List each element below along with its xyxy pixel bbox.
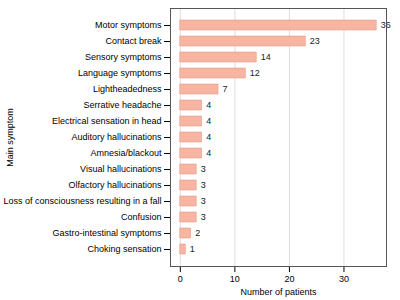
svg-text:4: 4 bbox=[206, 100, 211, 110]
svg-text:30: 30 bbox=[339, 274, 349, 284]
svg-text:20: 20 bbox=[284, 274, 294, 284]
svg-text:7: 7 bbox=[223, 84, 228, 94]
svg-text:Olfactory hallucinations: Olfactory hallucinations bbox=[68, 180, 162, 190]
svg-text:23: 23 bbox=[310, 36, 320, 46]
svg-text:4: 4 bbox=[206, 132, 211, 142]
svg-text:Confusion: Confusion bbox=[121, 212, 162, 222]
svg-text:14: 14 bbox=[261, 52, 271, 62]
svg-text:Sensory symptoms: Sensory symptoms bbox=[85, 52, 162, 62]
svg-text:36: 36 bbox=[381, 20, 391, 30]
svg-text:4: 4 bbox=[206, 116, 211, 126]
svg-text:2: 2 bbox=[195, 228, 200, 238]
svg-text:Electrical sensation in head: Electrical sensation in head bbox=[52, 116, 162, 126]
svg-text:Auditory hallucinations: Auditory hallucinations bbox=[71, 132, 162, 142]
svg-text:3: 3 bbox=[201, 196, 206, 206]
svg-text:Lightheadedness: Lightheadedness bbox=[93, 84, 162, 94]
svg-text:3: 3 bbox=[201, 212, 206, 222]
svg-text:Serrative headache: Serrative headache bbox=[83, 100, 161, 110]
svg-text:Language symptoms: Language symptoms bbox=[78, 68, 162, 78]
svg-text:Number of patients: Number of patients bbox=[240, 287, 317, 297]
svg-text:0: 0 bbox=[178, 274, 183, 284]
svg-text:12: 12 bbox=[250, 68, 260, 78]
svg-text:Main symptom: Main symptom bbox=[5, 108, 15, 167]
svg-text:Contact break: Contact break bbox=[105, 36, 162, 46]
svg-text:Gastro-intestinal symptoms: Gastro-intestinal symptoms bbox=[52, 228, 162, 238]
svg-text:Loss of consciousness resultin: Loss of consciousness resulting in a fal… bbox=[3, 196, 161, 206]
svg-text:Visual hallucinations: Visual hallucinations bbox=[80, 164, 162, 174]
svg-text:Choking sensation: Choking sensation bbox=[87, 244, 161, 254]
svg-text:4: 4 bbox=[206, 148, 211, 158]
svg-text:10: 10 bbox=[230, 274, 240, 284]
svg-text:3: 3 bbox=[201, 180, 206, 190]
svg-text:3: 3 bbox=[201, 164, 206, 174]
svg-text:Motor symptoms: Motor symptoms bbox=[95, 20, 162, 30]
svg-text:Amnesia/blackout: Amnesia/blackout bbox=[90, 148, 162, 158]
svg-text:1: 1 bbox=[190, 244, 195, 254]
